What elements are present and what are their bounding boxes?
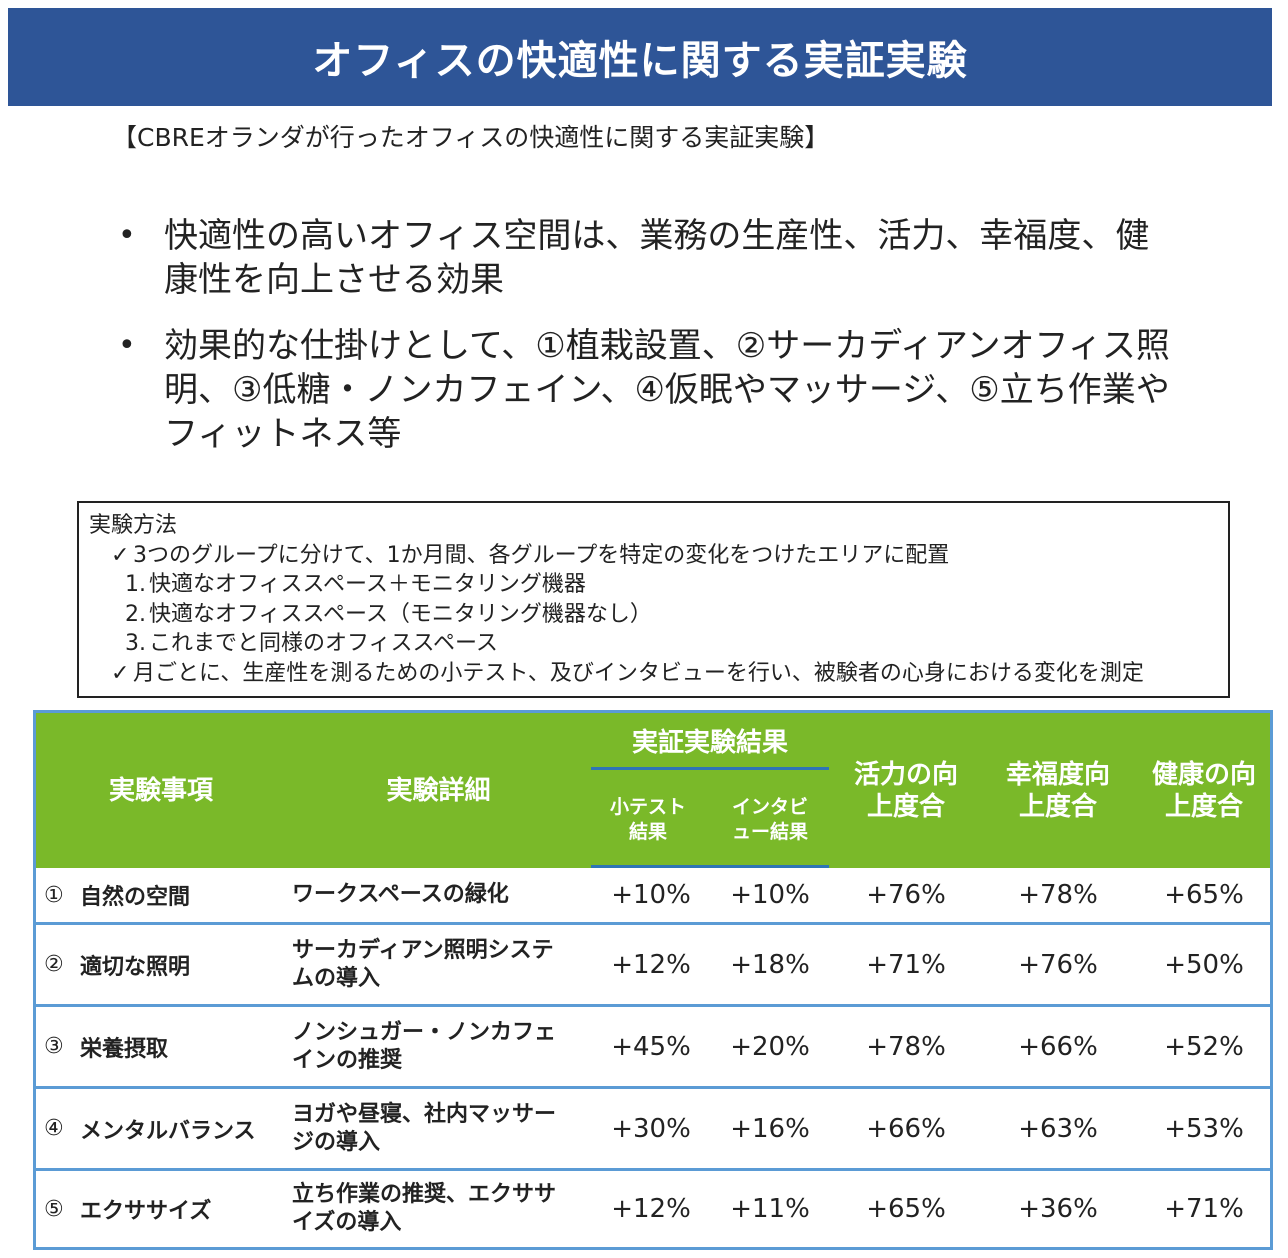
cell-interview: +16% bbox=[730, 1113, 810, 1144]
method-item-number: 2. bbox=[125, 601, 146, 627]
summary-bullets: • 快適性の高いオフィス空間は、業務の生産性、活力、幸福度、健康性を向上させる効… bbox=[118, 214, 1178, 478]
method-item: 1. 快適なオフィススペース＋モニタリング機器 bbox=[89, 570, 1218, 600]
cell-vitality: +78% bbox=[866, 1031, 946, 1062]
row-item: ③ 栄養摂取 bbox=[44, 1007, 286, 1086]
bullet-item: • 効果的な仕掛けとして、①植栽設置、②サーカディアンオフィス照明、③低糖・ノン… bbox=[118, 324, 1178, 456]
bullet-text: 快適性の高いオフィス空間は、業務の生産性、活力、幸福度、健康性を向上させる効果 bbox=[164, 216, 1150, 300]
row-item: ④ メンタルバランス bbox=[44, 1089, 294, 1168]
table-row: ⑤ エクササイズ 立ち作業の推奨、エクササイズの導入 +12% +11% +65%… bbox=[36, 1168, 1270, 1247]
table-row: ③ 栄養摂取 ノンシュガー・ノンカフェインの推奨 +45% +20% +78% +… bbox=[36, 1004, 1270, 1086]
cell-test: +12% bbox=[611, 949, 691, 980]
header-sub-underline bbox=[591, 865, 829, 868]
row-number: ① bbox=[44, 882, 64, 908]
header-happiness: 幸福度向上度合 bbox=[1005, 759, 1110, 822]
cell-vitality: +66% bbox=[866, 1113, 946, 1144]
method-line: ✓ 月ごとに、生産性を測るための小テスト、及びインタビューを行い、被験者の心身にお… bbox=[89, 659, 1218, 689]
cell-vitality: +71% bbox=[866, 949, 946, 980]
bullet-marker: • bbox=[118, 328, 136, 363]
results-table: 実験事項 実験詳細 実証実験結果 小テスト結果 インタビュー結果 活力の向上度合… bbox=[33, 710, 1273, 1250]
cell-health: +50% bbox=[1164, 949, 1244, 980]
method-item-number: 1. bbox=[125, 572, 146, 597]
bullet-marker: • bbox=[118, 218, 136, 253]
cell-health: +65% bbox=[1164, 880, 1244, 910]
row-detail: 立ち作業の推奨、エクササイズの導入 bbox=[292, 1182, 557, 1235]
cell-interview: +18% bbox=[730, 949, 810, 980]
method-item: 2. 快適なオフィススペース（モニタリング機器なし） bbox=[89, 600, 1218, 630]
cell-happiness: +36% bbox=[1018, 1194, 1098, 1224]
row-item: ① 自然の空間 bbox=[44, 868, 286, 922]
method-item-text: 快適なオフィススペース＋モニタリング機器 bbox=[149, 572, 586, 597]
row-detail: ヨガや昼寝、社内マッサージの導入 bbox=[292, 1101, 557, 1155]
cell-test: +45% bbox=[611, 1031, 691, 1062]
row-number: ③ bbox=[44, 1034, 64, 1059]
method-item-text: 快適なオフィススペース（モニタリング機器なし） bbox=[149, 601, 652, 627]
page-subtitle: 【CBREオランダが行ったオフィスの快適性に関する実証実験】 bbox=[112, 123, 830, 152]
row-item-text: メンタルバランス bbox=[80, 1118, 256, 1144]
method-item-text: これまでと同様のオフィススペース bbox=[149, 631, 498, 656]
row-item-text: 適切な照明 bbox=[80, 954, 191, 980]
table-row: ① 自然の空間 ワークスペースの緑化 +10% +10% +76% +78% +6… bbox=[36, 868, 1270, 922]
bullet-item: • 快適性の高いオフィス空間は、業務の生産性、活力、幸福度、健康性を向上させる効… bbox=[118, 214, 1178, 302]
header-group-underline bbox=[591, 767, 829, 770]
header-health: 健康の向上度合 bbox=[1151, 759, 1256, 822]
cell-happiness: +63% bbox=[1018, 1113, 1098, 1144]
method-item-number: 3. bbox=[125, 631, 146, 656]
header-item: 実験事項 bbox=[108, 775, 213, 806]
row-detail: ワークスペースの緑化 bbox=[292, 882, 509, 907]
check-icon: ✓ bbox=[111, 542, 130, 568]
header-vitality: 活力の向上度合 bbox=[853, 759, 958, 822]
row-detail: ノンシュガー・ノンカフェインの推奨 bbox=[292, 1019, 557, 1073]
cell-test: +30% bbox=[611, 1113, 691, 1144]
table-row: ④ メンタルバランス ヨガや昼寝、社内マッサージの導入 +30% +16% +66… bbox=[36, 1086, 1270, 1168]
cell-happiness: +76% bbox=[1018, 949, 1098, 980]
method-item: 3. これまでと同様のオフィススペース bbox=[89, 629, 1218, 659]
cell-happiness: +78% bbox=[1018, 880, 1098, 910]
method-line: ✓ 3つのグループに分けて、1か月間、各グループを特定の変化をつけたエリアに配置 bbox=[89, 541, 1218, 571]
method-line-text: 月ごとに、生産性を測るための小テスト、及びインタビューを行い、被験者の心身におけ… bbox=[133, 660, 1144, 686]
cell-health: +71% bbox=[1164, 1194, 1244, 1224]
method-heading: 実験方法 bbox=[89, 513, 178, 538]
table-header: 実験事項 実験詳細 実証実験結果 小テスト結果 インタビュー結果 活力の向上度合… bbox=[36, 713, 1270, 868]
row-number: ② bbox=[44, 952, 64, 977]
bullet-text: 効果的な仕掛けとして、①植栽設置、②サーカディアンオフィス照明、③低糖・ノンカフ… bbox=[164, 326, 1170, 454]
row-item-text: 栄養摂取 bbox=[80, 1036, 169, 1062]
row-item-text: エクササイズ bbox=[80, 1199, 212, 1224]
header-interview: インタビュー結果 bbox=[732, 796, 809, 843]
header-result-group: 実証実験結果 bbox=[631, 728, 788, 758]
cell-vitality: +76% bbox=[866, 880, 946, 910]
method-box: 実験方法 ✓ 3つのグループに分けて、1か月間、各グループを特定の変化をつけたエリ… bbox=[77, 501, 1230, 698]
row-item-text: 自然の空間 bbox=[80, 885, 191, 910]
table-row: ② 適切な照明 サーカディアン照明システムの導入 +12% +18% +71% +… bbox=[36, 922, 1270, 1004]
cell-health: +53% bbox=[1164, 1113, 1244, 1144]
page-title: オフィスの快適性に関する実証実験 bbox=[8, 8, 1272, 106]
cell-happiness: +66% bbox=[1018, 1031, 1098, 1062]
row-number: ⑤ bbox=[44, 1196, 64, 1222]
cell-vitality: +65% bbox=[866, 1194, 946, 1224]
cell-health: +52% bbox=[1164, 1031, 1244, 1062]
row-detail: サーカディアン照明システムの導入 bbox=[292, 937, 554, 991]
cell-interview: +10% bbox=[730, 880, 810, 910]
row-item: ⑤ エクササイズ bbox=[44, 1171, 286, 1247]
method-line-text: 3つのグループに分けて、1か月間、各グループを特定の変化をつけたエリアに配置 bbox=[133, 542, 950, 568]
cell-test: +12% bbox=[611, 1194, 691, 1224]
header-test: 小テスト結果 bbox=[609, 796, 686, 843]
cell-test: +10% bbox=[611, 880, 691, 910]
row-number: ④ bbox=[44, 1116, 64, 1141]
cell-interview: +20% bbox=[730, 1031, 810, 1062]
check-icon: ✓ bbox=[111, 660, 130, 686]
header-detail: 実験詳細 bbox=[386, 775, 491, 806]
cell-interview: +11% bbox=[730, 1194, 810, 1224]
row-item: ② 適切な照明 bbox=[44, 925, 286, 1004]
